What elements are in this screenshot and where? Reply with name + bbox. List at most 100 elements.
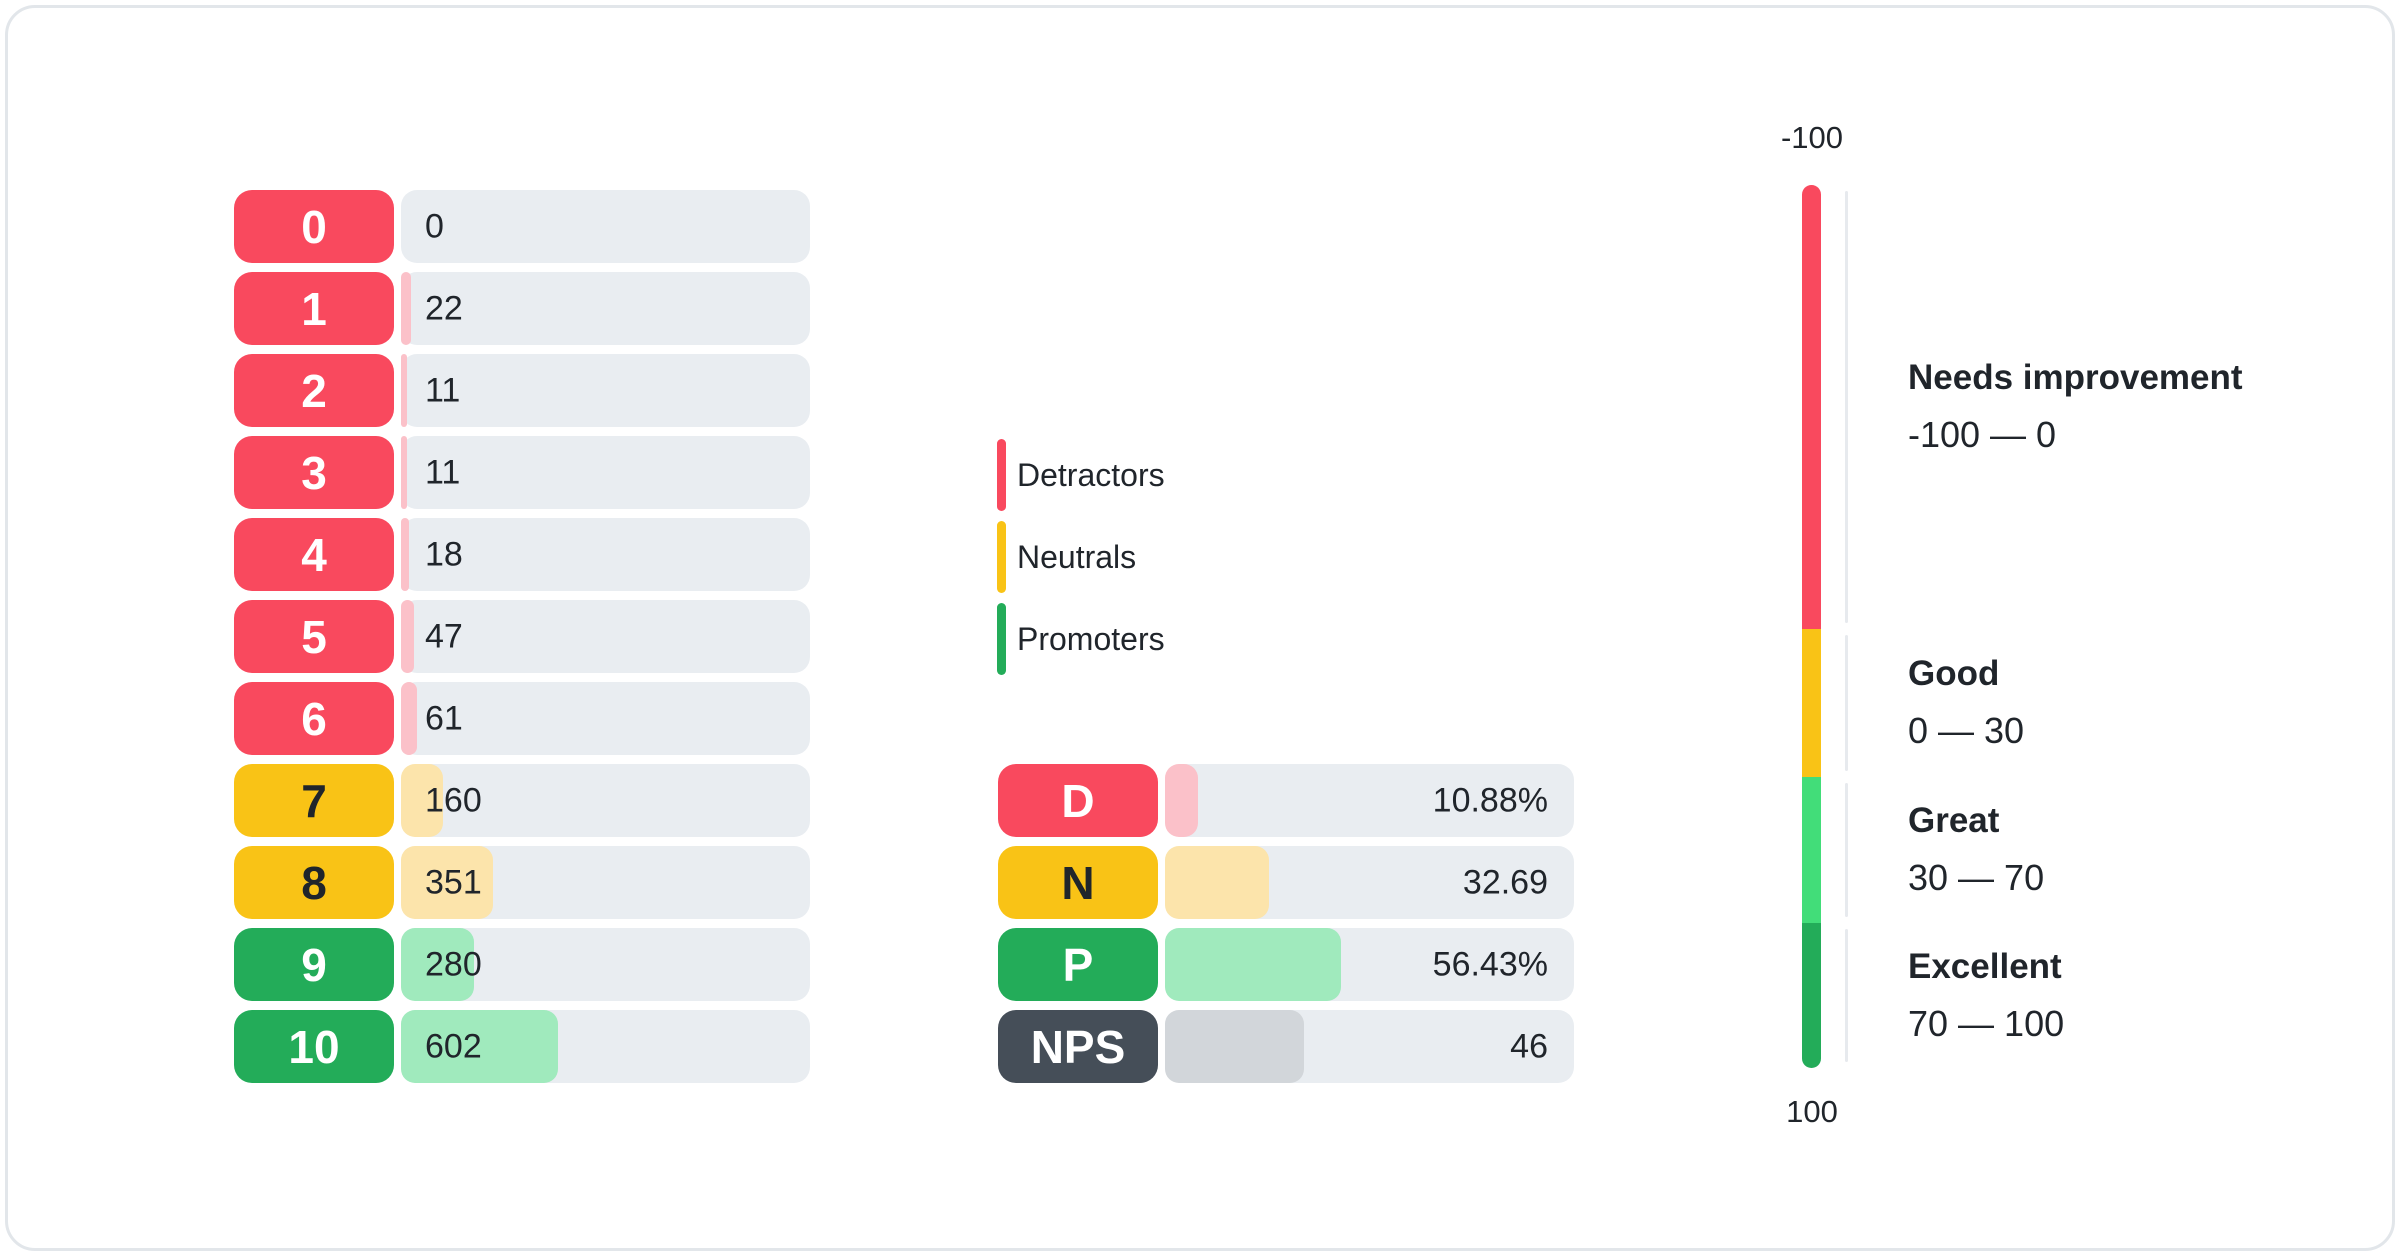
score-bar-fill [401,354,408,427]
score-row-2: 2 11 [234,354,810,427]
gauge-separator [1845,185,1848,1068]
summary-row-neutrals: N 32.69 [998,846,1574,919]
summary-bar-track: 10.88% [1165,764,1574,837]
gauge-bar [1802,185,1821,1068]
detractors-swatch [997,439,1006,511]
summary-bar-track: 46 [1165,1010,1574,1083]
score-label-pill: 9 [234,928,394,1001]
score-bar-track: 280 [401,928,810,1001]
score-row-1: 1 22 [234,272,810,345]
neutrals-swatch [997,521,1006,593]
summary-bar-track: 56.43% [1165,928,1574,1001]
legend-label: Detractors [1017,456,1165,493]
summary-label-pill: NPS [998,1010,1158,1083]
score-label-pill: 2 [234,354,394,427]
zone-label-needs-improvement: Needs improvement -100 — 0 [1908,185,2368,629]
score-distribution-chart: 0 0 1 22 2 11 3 11 [234,190,810,1083]
score-label-pill: 8 [234,846,394,919]
score-bar-track: 61 [401,682,810,755]
nps-summary-chart: D 10.88% N 32.69 P 56.43% NPS 46 [998,764,1574,1083]
score-bar-track: 160 [401,764,810,837]
score-bar-fill [401,600,415,673]
summary-bar-fill [1165,1010,1305,1083]
score-label-pill: 7 [234,764,394,837]
summary-value: 46 [1510,1027,1548,1065]
score-bar-fill [401,518,410,591]
promoters-swatch [997,603,1006,675]
score-row-0: 0 0 [234,190,810,263]
score-label-pill: 10 [234,1010,394,1083]
summary-value: 56.43% [1432,945,1548,983]
score-bar-track: 0 [401,190,810,263]
score-row-4: 4 18 [234,518,810,591]
score-label-pill: 1 [234,272,394,345]
zone-label-great: Great 30 — 70 [1908,777,2368,924]
zone-range: 70 — 100 [1908,1002,2065,1044]
gauge-zone-good [1802,629,1821,777]
score-bar-fill [401,764,443,837]
zone-range: 30 — 70 [1908,857,2045,899]
summary-bar-fill [1165,928,1341,1001]
gauge-zone-great [1802,776,1821,924]
gauge-max-negative-label: -100 [1780,120,1844,155]
score-value: 602 [425,1027,482,1065]
score-value: 47 [425,617,463,655]
score-bar-track: 22 [401,272,810,345]
legend: Detractors Neutrals Promoters [997,439,1165,675]
separator-segment [1845,777,1848,924]
summary-bar-fill [1165,846,1270,919]
zone-title: Great [1908,801,2000,841]
gauge-max-positive-label: 100 [1786,1094,1838,1129]
zone-label-good: Good 0 — 30 [1908,629,2368,776]
summary-row-nps: NPS 46 [998,1010,1574,1083]
score-label-pill: 4 [234,518,394,591]
score-bar-fill [401,272,411,345]
score-label-pill: 5 [234,600,394,673]
score-label-pill: 0 [234,190,394,263]
score-bar-fill [401,436,408,509]
score-value: 0 [425,207,444,245]
separator-segment [1845,629,1848,776]
gauge-zone-excellent [1802,923,1821,1068]
zone-title: Needs improvement [1908,358,2243,398]
score-value: 160 [425,781,482,819]
zone-range: 0 — 30 [1908,710,2025,752]
summary-label-pill: N [998,846,1158,919]
score-value: 351 [425,863,482,901]
summary-row-promoters: P 56.43% [998,928,1574,1001]
score-row-6: 6 61 [234,682,810,755]
score-row-10: 10 602 [234,1010,810,1083]
summary-value: 32.69 [1462,863,1548,901]
legend-item-neutrals: Neutrals [997,521,1165,593]
score-row-5: 5 47 [234,600,810,673]
zone-label-excellent: Excellent 70 — 100 [1908,923,2368,1068]
separator-segment [1845,185,1848,629]
score-value: 61 [425,699,463,737]
summary-value: 10.88% [1432,781,1548,819]
gauge-zone-labels: Needs improvement -100 — 0 Good 0 — 30 G… [1908,185,2368,1068]
score-row-3: 3 11 [234,436,810,509]
score-bar-track: 11 [401,436,810,509]
score-label-pill: 6 [234,682,394,755]
legend-label: Neutrals [1017,538,1137,575]
score-bar-track: 11 [401,354,810,427]
legend-item-promoters: Promoters [997,603,1165,675]
legend-item-detractors: Detractors [997,439,1165,511]
score-value: 22 [425,289,463,327]
score-value: 11 [425,453,461,491]
score-value: 18 [425,535,463,573]
score-bar-fill [401,928,475,1001]
summary-bar-track: 32.69 [1165,846,1574,919]
score-row-9: 9 280 [234,928,810,1001]
score-bar-fill [401,846,494,919]
summary-label-pill: D [998,764,1158,837]
zone-title: Excellent [1908,946,2062,986]
summary-label-pill: P [998,928,1158,1001]
score-value: 11 [425,371,461,409]
score-row-8: 8 351 [234,846,810,919]
score-bar-track: 18 [401,518,810,591]
score-value: 280 [425,945,482,983]
score-bar-fill [401,1010,559,1083]
score-label-pill: 3 [234,436,394,509]
